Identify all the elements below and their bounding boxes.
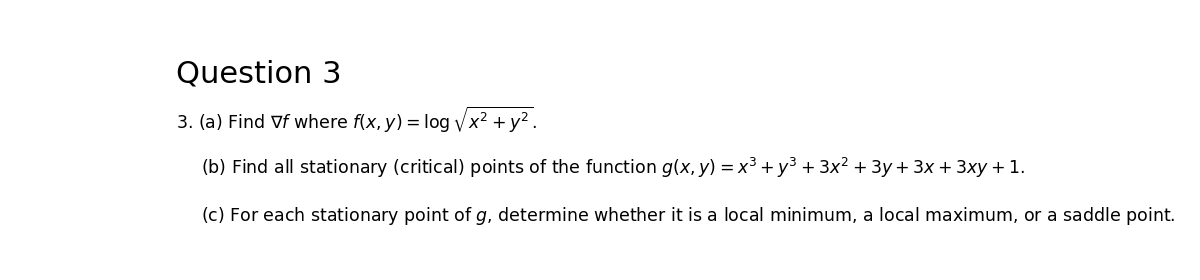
Text: Question 3: Question 3 <box>176 59 342 88</box>
Text: 3. (a) Find $\nabla f$ where $f(x, y) = \log \sqrt{x^2 + y^2}.$: 3. (a) Find $\nabla f$ where $f(x, y) = … <box>176 105 536 135</box>
Text: (b) Find all stationary (critical) points of the function $g(x, y) = x^3 + y^3 +: (b) Find all stationary (critical) point… <box>202 156 1025 180</box>
Text: (c) For each stationary point of $g$, determine whether it is a local minimum, a: (c) For each stationary point of $g$, de… <box>202 205 1176 227</box>
